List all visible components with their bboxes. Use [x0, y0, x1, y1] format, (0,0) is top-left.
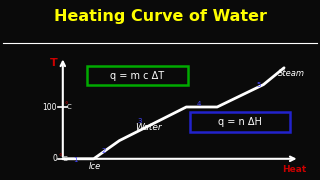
Text: Ice: Ice: [89, 162, 101, 171]
Text: q = n ΔH: q = n ΔH: [218, 117, 262, 127]
Text: 3: 3: [138, 118, 142, 124]
Text: 1: 1: [73, 158, 78, 163]
Text: 5: 5: [256, 82, 260, 88]
Text: 0: 0: [52, 154, 57, 163]
Text: Heating Curve of Water: Heating Curve of Water: [53, 9, 267, 24]
Text: Water: Water: [135, 123, 162, 132]
Text: °: °: [64, 103, 68, 109]
FancyBboxPatch shape: [87, 66, 188, 85]
Text: C: C: [62, 156, 67, 162]
FancyBboxPatch shape: [190, 112, 291, 132]
Text: Heat: Heat: [282, 165, 307, 174]
Text: q = m c ΔT: q = m c ΔT: [110, 71, 164, 80]
Text: °: °: [58, 154, 61, 160]
Text: Steam: Steam: [278, 69, 305, 78]
Text: 4: 4: [197, 100, 201, 107]
Text: 2: 2: [102, 148, 106, 154]
Text: C: C: [67, 104, 71, 110]
Text: 100: 100: [43, 102, 57, 111]
Text: T: T: [50, 58, 58, 68]
